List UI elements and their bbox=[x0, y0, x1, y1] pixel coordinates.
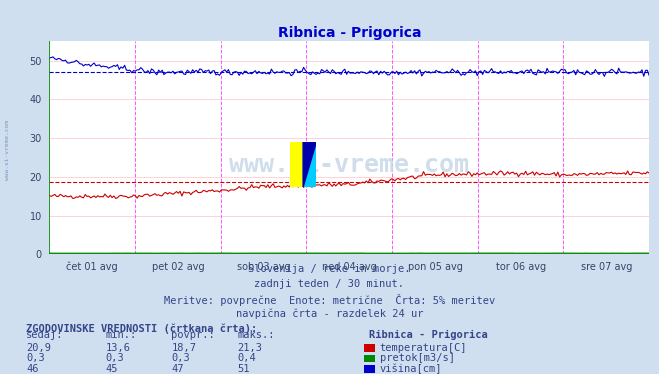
Text: 13,6: 13,6 bbox=[105, 343, 130, 353]
Text: 47: 47 bbox=[171, 364, 184, 374]
Text: ZGODOVINSKE VREDNOSTI (črtkana črta):: ZGODOVINSKE VREDNOSTI (črtkana črta): bbox=[26, 324, 258, 334]
Text: 0,3: 0,3 bbox=[26, 353, 45, 363]
Text: Meritve: povprečne  Enote: metrične  Črta: 5% meritev: Meritve: povprečne Enote: metrične Črta:… bbox=[164, 294, 495, 306]
Text: www.si-vreme.com: www.si-vreme.com bbox=[5, 120, 11, 180]
Text: Ribnica - Prigorica: Ribnica - Prigorica bbox=[369, 331, 488, 340]
Text: 0,3: 0,3 bbox=[171, 353, 190, 363]
Text: višina[cm]: višina[cm] bbox=[380, 364, 442, 374]
Text: 46: 46 bbox=[26, 364, 39, 374]
Text: 21,3: 21,3 bbox=[237, 343, 262, 353]
Polygon shape bbox=[303, 142, 316, 187]
Text: sedaj:: sedaj: bbox=[26, 331, 64, 340]
Text: 0,4: 0,4 bbox=[237, 353, 256, 363]
Title: Ribnica - Prigorica: Ribnica - Prigorica bbox=[277, 26, 421, 40]
Text: navpična črta - razdelek 24 ur: navpična črta - razdelek 24 ur bbox=[236, 309, 423, 319]
Text: Slovenija / reke in morje.: Slovenija / reke in morje. bbox=[248, 264, 411, 274]
Text: 20,9: 20,9 bbox=[26, 343, 51, 353]
Polygon shape bbox=[303, 142, 316, 187]
Text: pretok[m3/s]: pretok[m3/s] bbox=[380, 353, 455, 363]
Text: www.si-vreme.com: www.si-vreme.com bbox=[229, 153, 469, 177]
Text: 51: 51 bbox=[237, 364, 250, 374]
Text: temperatura[C]: temperatura[C] bbox=[380, 343, 467, 353]
Text: maks.:: maks.: bbox=[237, 331, 275, 340]
Text: zadnji teden / 30 minut.: zadnji teden / 30 minut. bbox=[254, 279, 405, 289]
Text: min.:: min.: bbox=[105, 331, 136, 340]
Text: 18,7: 18,7 bbox=[171, 343, 196, 353]
Text: 0,3: 0,3 bbox=[105, 353, 124, 363]
Text: povpr.:: povpr.: bbox=[171, 331, 215, 340]
Text: 45: 45 bbox=[105, 364, 118, 374]
